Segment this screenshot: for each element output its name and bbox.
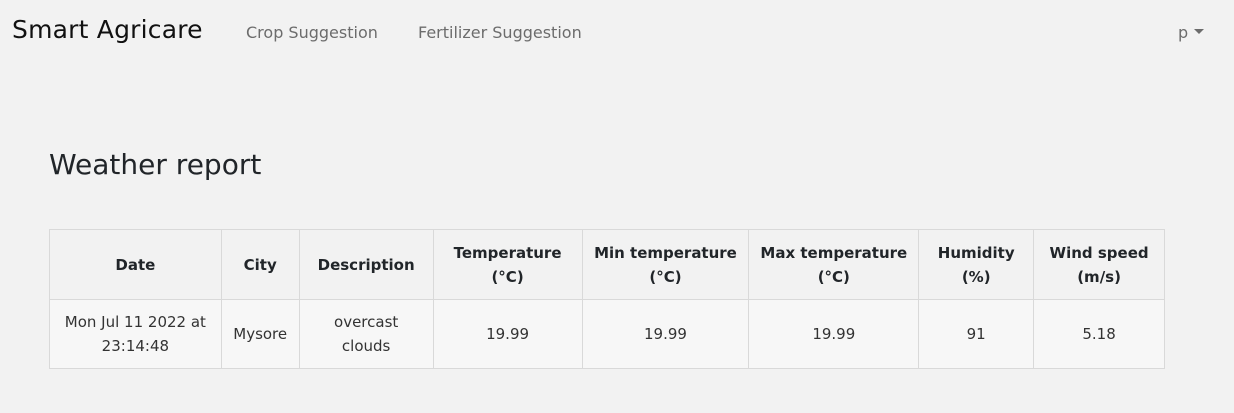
user-menu-label: p xyxy=(1178,23,1189,42)
nav-link-fertilizer-suggestion[interactable]: Fertilizer Suggestion xyxy=(418,23,582,42)
cell-min-temperature: 19.99 xyxy=(581,299,750,369)
table-body: Mon Jul 11 2022 at 23:14:48 Mysore overc… xyxy=(49,299,1165,369)
header-description: Description xyxy=(298,229,434,300)
header-humidity: Humidity (%) xyxy=(918,229,1035,300)
user-menu-dropdown[interactable]: p xyxy=(1178,23,1205,42)
table-header: Date City Description Temperature (°C) M… xyxy=(49,229,1165,300)
cell-description: overcast clouds xyxy=(298,299,434,369)
header-wind-speed: Wind speed (m/s) xyxy=(1033,229,1165,300)
cell-wind-speed: 5.18 xyxy=(1033,299,1165,369)
weather-table: Date City Description Temperature (°C) M… xyxy=(49,229,1165,369)
table-header-row: Date City Description Temperature (°C) M… xyxy=(49,229,1165,300)
cell-humidity: 91 xyxy=(918,299,1035,369)
cell-max-temperature: 19.99 xyxy=(748,299,920,369)
header-max-temperature: Max temperature (°C) xyxy=(748,229,920,300)
header-city: City xyxy=(220,229,300,300)
table-row: Mon Jul 11 2022 at 23:14:48 Mysore overc… xyxy=(49,299,1165,369)
caret-down-icon xyxy=(1194,29,1205,34)
header-date: Date xyxy=(49,229,222,300)
cell-city: Mysore xyxy=(220,299,300,369)
nav-link-crop-suggestion[interactable]: Crop Suggestion xyxy=(246,23,378,42)
cell-date: Mon Jul 11 2022 at 23:14:48 xyxy=(49,299,222,369)
header-min-temperature: Min temperature (°C) xyxy=(581,229,750,300)
brand-logo[interactable]: Smart Agricare xyxy=(12,15,203,44)
navbar: Smart Agricare Crop Suggestion Fertilize… xyxy=(0,0,1234,64)
header-temperature: Temperature (°C) xyxy=(432,229,583,300)
page-title: Weather report xyxy=(49,148,262,181)
cell-temperature: 19.99 xyxy=(432,299,583,369)
